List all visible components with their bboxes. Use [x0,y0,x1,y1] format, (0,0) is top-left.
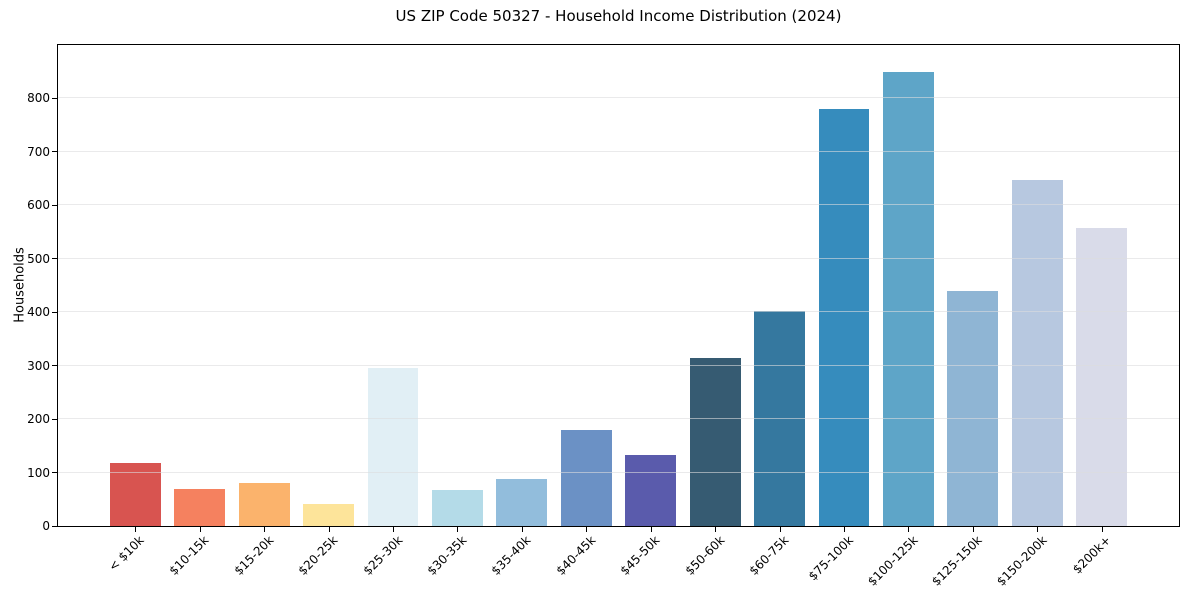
ytick-mark [52,418,57,420]
bar-$125-150k [947,290,999,526]
y-axis-label: Households [12,247,28,323]
ytick-label-300: 300 [27,358,50,373]
xtick-label-text: $125-150k [929,533,985,589]
plot-area: 0 100 200 300 400 500 600 700 800 < $10k $10-15k $1… [27,44,1180,589]
xtick-mark [457,527,459,532]
xtick-label-text: $25-30k [360,533,405,578]
bar-$35-40k [496,478,548,526]
bar-slot [296,45,360,526]
bar-$40-45k [560,429,612,526]
xtick-mark [715,527,717,532]
xtick-mark [650,527,652,532]
ytick-label-600: 600 [27,198,50,213]
xtick-mark [521,527,523,532]
bar-$25-30k [367,368,419,526]
xtick-mark [908,527,910,532]
bar-$30-35k [431,489,483,526]
bar-slot [941,45,1005,526]
bar-$200k+ [1076,228,1128,526]
chart-title: US ZIP Code 50327 - Household Income Dis… [395,7,842,25]
xtick-label-text: $35-40k [488,533,534,578]
ytick-label-0: 0 [42,519,50,533]
bar-slot [167,45,231,526]
xtick-label-text: $50-60k [682,533,728,578]
xtick-mark [392,527,394,532]
bar-slot [619,45,683,526]
bar-$100-125k [883,71,934,526]
ytick-label-700: 700 [27,144,50,159]
xtick-mark [264,527,266,532]
ytick-mark [52,365,57,367]
bar-slot [361,45,425,526]
ytick-label-800: 800 [27,91,50,106]
xtick-label-text: $75-100k [805,533,856,584]
bar-slot [747,45,811,526]
ytick-mark [52,258,57,260]
xtick-mark [1037,527,1039,532]
xtick-label-text: $40-45k [553,533,599,578]
xtick-label-text: $10-15k [166,533,212,578]
xtick-label-text: $45-50k [617,533,663,578]
bar-slot [1070,45,1134,526]
xtick-label-text: $150-200k [993,533,1050,589]
xtick-mark [328,527,330,532]
xtick-mark [586,527,588,532]
bar-$150-200k [1011,179,1063,526]
bar-slot [683,45,747,526]
ytick-mark [52,97,57,99]
xtick-label-text: $15-20k [231,533,276,578]
ytick-mark [52,151,57,153]
ytick-label-200: 200 [27,412,50,427]
bar-$75-100k [818,109,870,526]
bar-slot [490,45,554,526]
ytick-mark [52,472,57,474]
xtick-label-text: $30-35k [424,533,470,578]
ytick-label-100: 100 [27,465,50,480]
bar-slot [876,45,940,526]
bar-slot [232,45,296,526]
bar-$15-20k [238,483,290,526]
bars-container [58,45,1179,526]
bar-slot [812,45,876,526]
xtick-label-text: $200k+ [1070,533,1114,577]
ytick-label-400: 400 [27,305,50,320]
bar-< $10k [109,463,161,526]
bar-$45-50k [625,455,677,526]
xtick-mark [135,527,137,532]
bar-$50-60k [689,357,741,526]
xtick-label-text: $20-25k [295,533,341,578]
xtick-mark [972,527,974,532]
xtick-mark [199,527,201,532]
bar-$60-75k [754,311,806,526]
bar-slot [554,45,618,526]
xtick-label-text: $100-125k [864,533,921,589]
bar-slot [103,45,167,526]
bar-slot [425,45,489,526]
xtick-mark [779,527,781,532]
bar-$10-15k [174,488,226,526]
ytick-mark [52,525,57,527]
bar-$20-25k [303,503,354,526]
xtick-label-text: $60-75k [746,533,792,578]
ytick-label-500: 500 [27,251,50,266]
xtick-label-text: < $10k [106,533,148,574]
xtick-mark [844,527,846,532]
ytick-mark [52,311,57,313]
bar-slot [1005,45,1069,526]
xtick-mark [1101,527,1103,532]
ytick-mark [52,204,57,206]
